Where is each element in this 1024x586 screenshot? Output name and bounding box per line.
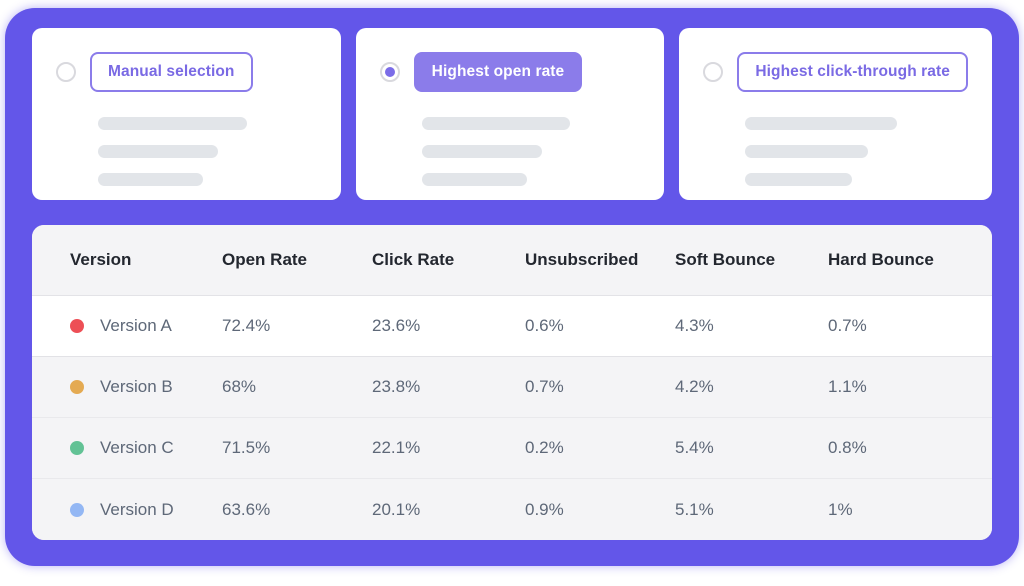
skeleton-line <box>98 117 247 130</box>
metric-cell: 1% <box>828 499 853 519</box>
column-header-version: Version <box>70 250 132 269</box>
radio-manual-selection[interactable] <box>56 62 76 82</box>
version-label: Version C <box>100 438 174 457</box>
skeleton-line <box>98 145 219 158</box>
version-color-dot <box>70 380 84 394</box>
metric-cell: 5.4% <box>675 438 714 457</box>
table-row: Version D 63.6% 20.1% 0.9% 5.1% 1% <box>32 479 992 540</box>
metric-cell: 0.8% <box>828 438 867 457</box>
skeleton-line <box>745 117 897 130</box>
column-header-unsubscribed: Unsubscribed <box>525 250 639 269</box>
highest-open-rate-button[interactable]: Highest open rate <box>413 52 583 92</box>
version-label: Version A <box>100 316 172 335</box>
highest-click-through-rate-button[interactable]: Highest click-through rate <box>737 52 968 92</box>
table-row: Version C 71.5% 22.1% 0.2% 5.4% 0.8% <box>32 418 992 479</box>
option-card-manual-selection[interactable]: Manual selection <box>32 28 341 200</box>
version-color-dot <box>70 441 84 455</box>
placeholder-text-block <box>98 117 317 186</box>
table-body: Version A 72.4% 23.6% 0.6% 4.3% 0.7% Ver… <box>32 296 992 540</box>
metric-cell: 4.3% <box>675 316 714 335</box>
column-header-hard-bounce: Hard Bounce <box>828 250 934 269</box>
metric-cell: 0.7% <box>828 316 867 335</box>
column-header-soft-bounce: Soft Bounce <box>675 250 776 269</box>
metric-cell: 72.4% <box>222 316 271 335</box>
metric-cell: 0.6% <box>525 316 564 335</box>
metric-cell: 63.6% <box>222 499 271 519</box>
metric-cell: 0.2% <box>525 438 564 457</box>
metric-cell: 71.5% <box>222 438 271 457</box>
version-color-dot <box>70 319 84 333</box>
skeleton-line <box>421 145 542 158</box>
ab-test-panel: Manual selection Highest open rate <box>5 8 1019 566</box>
column-header-open-rate: Open Rate <box>222 250 308 269</box>
skeleton-line <box>421 173 527 186</box>
table-row: Version B 68% 23.8% 0.7% 4.2% 1.1% <box>32 357 992 418</box>
results-table: Version Open Rate Click Rate Unsubscribe… <box>32 225 992 540</box>
winner-criteria-cards: Manual selection Highest open rate <box>5 8 1019 200</box>
metric-cell: 5.1% <box>675 499 714 519</box>
column-header-click-rate: Click Rate <box>372 250 455 269</box>
metric-cell: 0.7% <box>525 377 564 396</box>
metric-cell: 4.2% <box>675 377 714 396</box>
metric-cell: 23.8% <box>372 377 421 396</box>
placeholder-text-block <box>421 117 641 186</box>
version-color-dot <box>70 502 84 517</box>
version-label: Version B <box>100 377 173 396</box>
table-header-row: Version Open Rate Click Rate Unsubscribe… <box>32 225 992 296</box>
radio-highest-click-through-rate[interactable] <box>703 62 724 82</box>
table-row: Version A 72.4% 23.6% 0.6% 4.3% 0.7% <box>32 296 992 357</box>
skeleton-line <box>421 117 571 130</box>
option-card-highest-open-rate[interactable]: Highest open rate <box>355 28 665 200</box>
metric-cell: 20.1% <box>372 499 421 519</box>
version-label: Version D <box>100 499 174 519</box>
skeleton-line <box>745 145 868 158</box>
metric-cell: 68% <box>222 377 257 396</box>
metric-cell: 22.1% <box>372 438 421 457</box>
skeleton-line <box>745 173 853 186</box>
skeleton-line <box>98 173 203 186</box>
metric-cell: 0.9% <box>525 499 564 519</box>
option-card-highest-click-through-rate[interactable]: Highest click-through rate <box>679 28 992 200</box>
metric-cell: 1.1% <box>828 377 867 396</box>
placeholder-text-block <box>745 117 968 186</box>
metric-cell: 23.6% <box>372 316 421 335</box>
radio-highest-open-rate[interactable] <box>379 62 400 82</box>
manual-selection-button[interactable]: Manual selection <box>90 52 253 92</box>
